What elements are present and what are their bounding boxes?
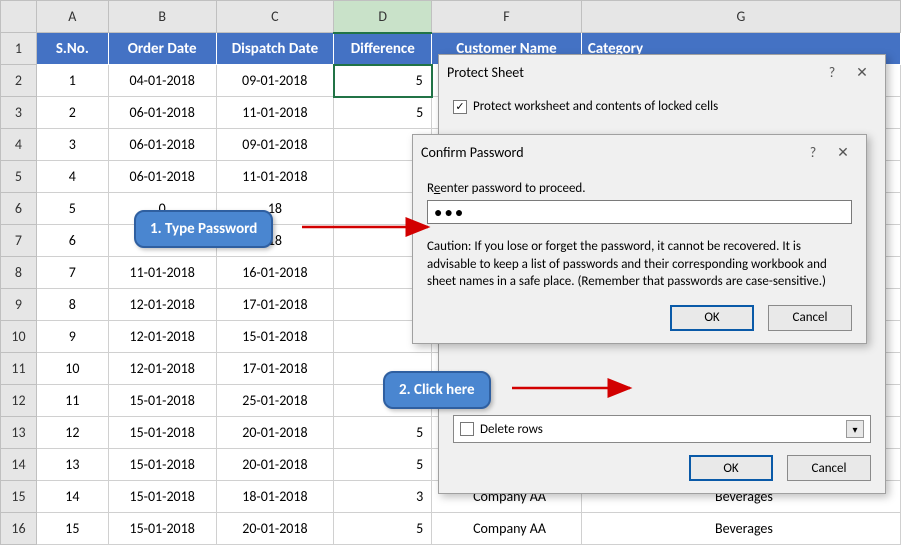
corner-cell[interactable] [1, 1, 37, 33]
hdr-dispatch[interactable]: Dispatch Date [216, 33, 334, 65]
row-header[interactable]: 2 [1, 65, 37, 97]
cell-customer[interactable]: Company AA [432, 513, 582, 545]
col-header-c[interactable]: C [216, 1, 334, 33]
row-header[interactable]: 14 [1, 449, 37, 481]
row-header[interactable]: 12 [1, 385, 37, 417]
caution-text: Caution: If you lose or forget the passw… [427, 238, 852, 291]
password-input[interactable] [427, 200, 852, 224]
hdr-difference[interactable]: Difference [334, 33, 432, 65]
cell-order-date[interactable]: 15-01-2018 [108, 481, 216, 513]
cell-dispatch-date[interactable]: 09-01-2018 [216, 129, 334, 161]
cell-sno[interactable]: 3 [36, 129, 108, 161]
cell-order-date[interactable]: 12-01-2018 [108, 353, 216, 385]
callout-type-password: 1. Type Password [134, 210, 273, 248]
cell-dispatch-date[interactable]: 20-01-2018 [216, 449, 334, 481]
cell-sno[interactable]: 1 [36, 65, 108, 97]
cell-order-date[interactable]: 15-01-2018 [108, 449, 216, 481]
callout-click-here: 2. Click here [383, 371, 491, 409]
row-header[interactable]: 16 [1, 513, 37, 545]
row-header[interactable]: 8 [1, 257, 37, 289]
confirm-ok-button[interactable]: OK [670, 305, 754, 331]
cell-dispatch-date[interactable]: 09-01-2018 [216, 65, 334, 97]
confirm-cancel-button[interactable]: Cancel [768, 305, 852, 331]
cell-dispatch-date[interactable]: 20-01-2018 [216, 417, 334, 449]
row-header[interactable]: 6 [1, 193, 37, 225]
cell-sno[interactable]: 6 [36, 225, 108, 257]
help-icon[interactable]: ? [817, 61, 847, 83]
cell-sno[interactable]: 15 [36, 513, 108, 545]
cell-order-date[interactable]: 06-01-2018 [108, 161, 216, 193]
cell-order-date[interactable]: 15-01-2018 [108, 417, 216, 449]
row-header-1[interactable]: 1 [1, 33, 37, 65]
row-header[interactable]: 15 [1, 481, 37, 513]
cell-dispatch-date[interactable]: 18-01-2018 [216, 481, 334, 513]
cell-order-date[interactable]: 06-01-2018 [108, 129, 216, 161]
col-header-a[interactable]: A [36, 1, 108, 33]
protect-ok-button[interactable]: OK [689, 455, 773, 481]
cell-dispatch-date[interactable]: 16-01-2018 [216, 257, 334, 289]
cell-sno[interactable]: 2 [36, 97, 108, 129]
cell-sno[interactable]: 12 [36, 417, 108, 449]
cell-order-date[interactable]: 04-01-2018 [108, 65, 216, 97]
row-header[interactable]: 11 [1, 353, 37, 385]
cell-sno[interactable]: 5 [36, 193, 108, 225]
col-header-g[interactable]: G [581, 1, 900, 33]
cell-dispatch-date[interactable]: 11-01-2018 [216, 97, 334, 129]
cell-difference[interactable]: 5 [334, 449, 432, 481]
cell-dispatch-date[interactable]: 17-01-2018 [216, 289, 334, 321]
protect-sheet-title: Protect Sheet [447, 64, 817, 81]
cell-sno[interactable]: 11 [36, 385, 108, 417]
cell-difference[interactable]: 5 [334, 513, 432, 545]
cell-dispatch-date[interactable]: 15-01-2018 [216, 321, 334, 353]
close-icon[interactable]: ✕ [828, 141, 858, 163]
cell-difference[interactable]: 5 [334, 97, 432, 129]
cell-order-date[interactable]: 15-01-2018 [108, 385, 216, 417]
cell-order-date[interactable]: 11-01-2018 [108, 257, 216, 289]
cell-sno[interactable]: 9 [36, 321, 108, 353]
cell-dispatch-date[interactable]: 17-01-2018 [216, 353, 334, 385]
row-header[interactable]: 13 [1, 417, 37, 449]
confirm-password-title: Confirm Password [421, 144, 798, 161]
row-header[interactable]: 5 [1, 161, 37, 193]
cell-dispatch-date[interactable]: 20-01-2018 [216, 513, 334, 545]
row-header[interactable]: 7 [1, 225, 37, 257]
hdr-sno[interactable]: S.No. [36, 33, 108, 65]
row-header[interactable]: 10 [1, 321, 37, 353]
reenter-password-label: Reenter password to proceed. [427, 181, 852, 196]
delete-rows-checkbox[interactable] [460, 422, 474, 436]
row-header[interactable]: 3 [1, 97, 37, 129]
confirm-password-dialog: Confirm Password ? ✕ Reenter password to… [412, 134, 867, 344]
cell-sno[interactable]: 8 [36, 289, 108, 321]
cell-order-date[interactable]: 06-01-2018 [108, 97, 216, 129]
cell-sno[interactable]: 14 [36, 481, 108, 513]
protect-cancel-button[interactable]: Cancel [787, 455, 871, 481]
cell-difference[interactable]: 5 [334, 65, 432, 97]
cell-order-date[interactable]: 12-01-2018 [108, 321, 216, 353]
cell-dispatch-date[interactable]: 25-01-2018 [216, 385, 334, 417]
cell-order-date[interactable]: 15-01-2018 [108, 513, 216, 545]
help-icon[interactable]: ? [798, 141, 828, 163]
protect-worksheet-label: Protect worksheet and contents of locked… [473, 99, 718, 114]
cell-sno[interactable]: 4 [36, 161, 108, 193]
delete-rows-label: Delete rows [480, 422, 543, 437]
cell-dispatch-date[interactable]: 11-01-2018 [216, 161, 334, 193]
protect-worksheet-checkbox[interactable]: ✓ [453, 100, 467, 114]
row-header[interactable]: 9 [1, 289, 37, 321]
hdr-order[interactable]: Order Date [108, 33, 216, 65]
cell-sno[interactable]: 10 [36, 353, 108, 385]
cell-sno[interactable]: 7 [36, 257, 108, 289]
col-header-f[interactable]: F [432, 1, 582, 33]
cell-difference[interactable]: 3 [334, 481, 432, 513]
col-header-b[interactable]: B [108, 1, 216, 33]
close-icon[interactable]: ✕ [847, 61, 877, 83]
cell-order-date[interactable]: 12-01-2018 [108, 289, 216, 321]
cell-sno[interactable]: 13 [36, 449, 108, 481]
scroll-down-icon[interactable]: ▾ [846, 420, 864, 438]
col-header-d[interactable]: D [334, 1, 432, 33]
cell-difference[interactable]: 5 [334, 417, 432, 449]
row-header[interactable]: 4 [1, 129, 37, 161]
cell-category[interactable]: Beverages [581, 513, 900, 545]
